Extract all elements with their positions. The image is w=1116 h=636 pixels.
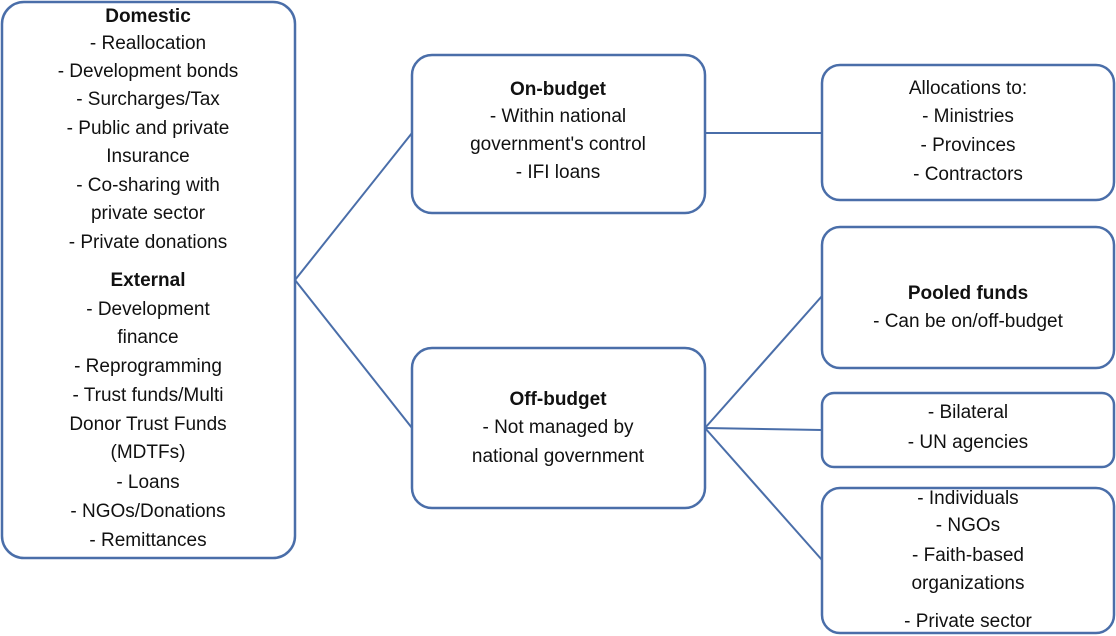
item: - NGOs/Donations: [70, 501, 225, 522]
heading: On-budget: [510, 79, 607, 100]
connector: [704, 427, 823, 431]
node-text: Domestic - Reallocation - Development bo…: [58, 6, 1064, 632]
item: - Remittances: [89, 530, 206, 551]
box: [410, 346, 707, 510]
heading: Off-budget: [509, 389, 607, 410]
item: - Reprogramming: [74, 356, 222, 377]
box: [0, 0, 297, 560]
item: - UN agencies: [908, 432, 1028, 453]
item: - IFI loans: [516, 162, 600, 183]
item: - Bilateral: [928, 402, 1008, 423]
item: government's control: [470, 134, 646, 155]
heading: External: [111, 270, 186, 291]
connector: [704, 427, 823, 561]
box: [820, 486, 1116, 635]
item: - Trust funds/Multi: [73, 385, 224, 406]
item: - Private donations: [69, 232, 227, 253]
item: - Not managed by: [482, 417, 634, 438]
heading: Pooled funds: [908, 283, 1028, 304]
item: - Private sector: [904, 611, 1032, 632]
connector: [704, 295, 823, 429]
connectors: [294, 132, 823, 561]
item: - Can be on/off-budget: [873, 311, 1064, 332]
box: [820, 225, 1116, 370]
item: - Co-sharing with: [76, 175, 220, 196]
item: Allocations to:: [909, 78, 1027, 99]
item: finance: [117, 327, 178, 348]
item: - Public and private: [67, 118, 230, 139]
item: - Ministries: [922, 106, 1014, 127]
item: - Within national: [490, 106, 626, 127]
item: - Loans: [116, 472, 179, 493]
item: - Development bonds: [58, 61, 239, 82]
box: [820, 391, 1116, 469]
heading: Domestic: [105, 6, 191, 27]
item: - Contractors: [913, 164, 1023, 185]
item: national government: [472, 446, 645, 467]
item: - Provinces: [920, 135, 1015, 156]
item: - Faith-based: [912, 545, 1024, 566]
item: private sector: [91, 203, 206, 224]
connector: [294, 132, 413, 281]
item: Donor Trust Funds: [69, 414, 226, 435]
item: - Surcharges/Tax: [76, 89, 220, 110]
box: [820, 63, 1116, 202]
connector: [294, 279, 413, 429]
item: (MDTFs): [111, 442, 186, 463]
item: - Reallocation: [90, 33, 206, 54]
item: - NGOs: [936, 515, 1000, 536]
box: [410, 53, 707, 215]
item: - Development: [86, 299, 210, 320]
item: Insurance: [106, 146, 189, 167]
item: organizations: [911, 573, 1024, 594]
item: - Individuals: [917, 488, 1018, 509]
